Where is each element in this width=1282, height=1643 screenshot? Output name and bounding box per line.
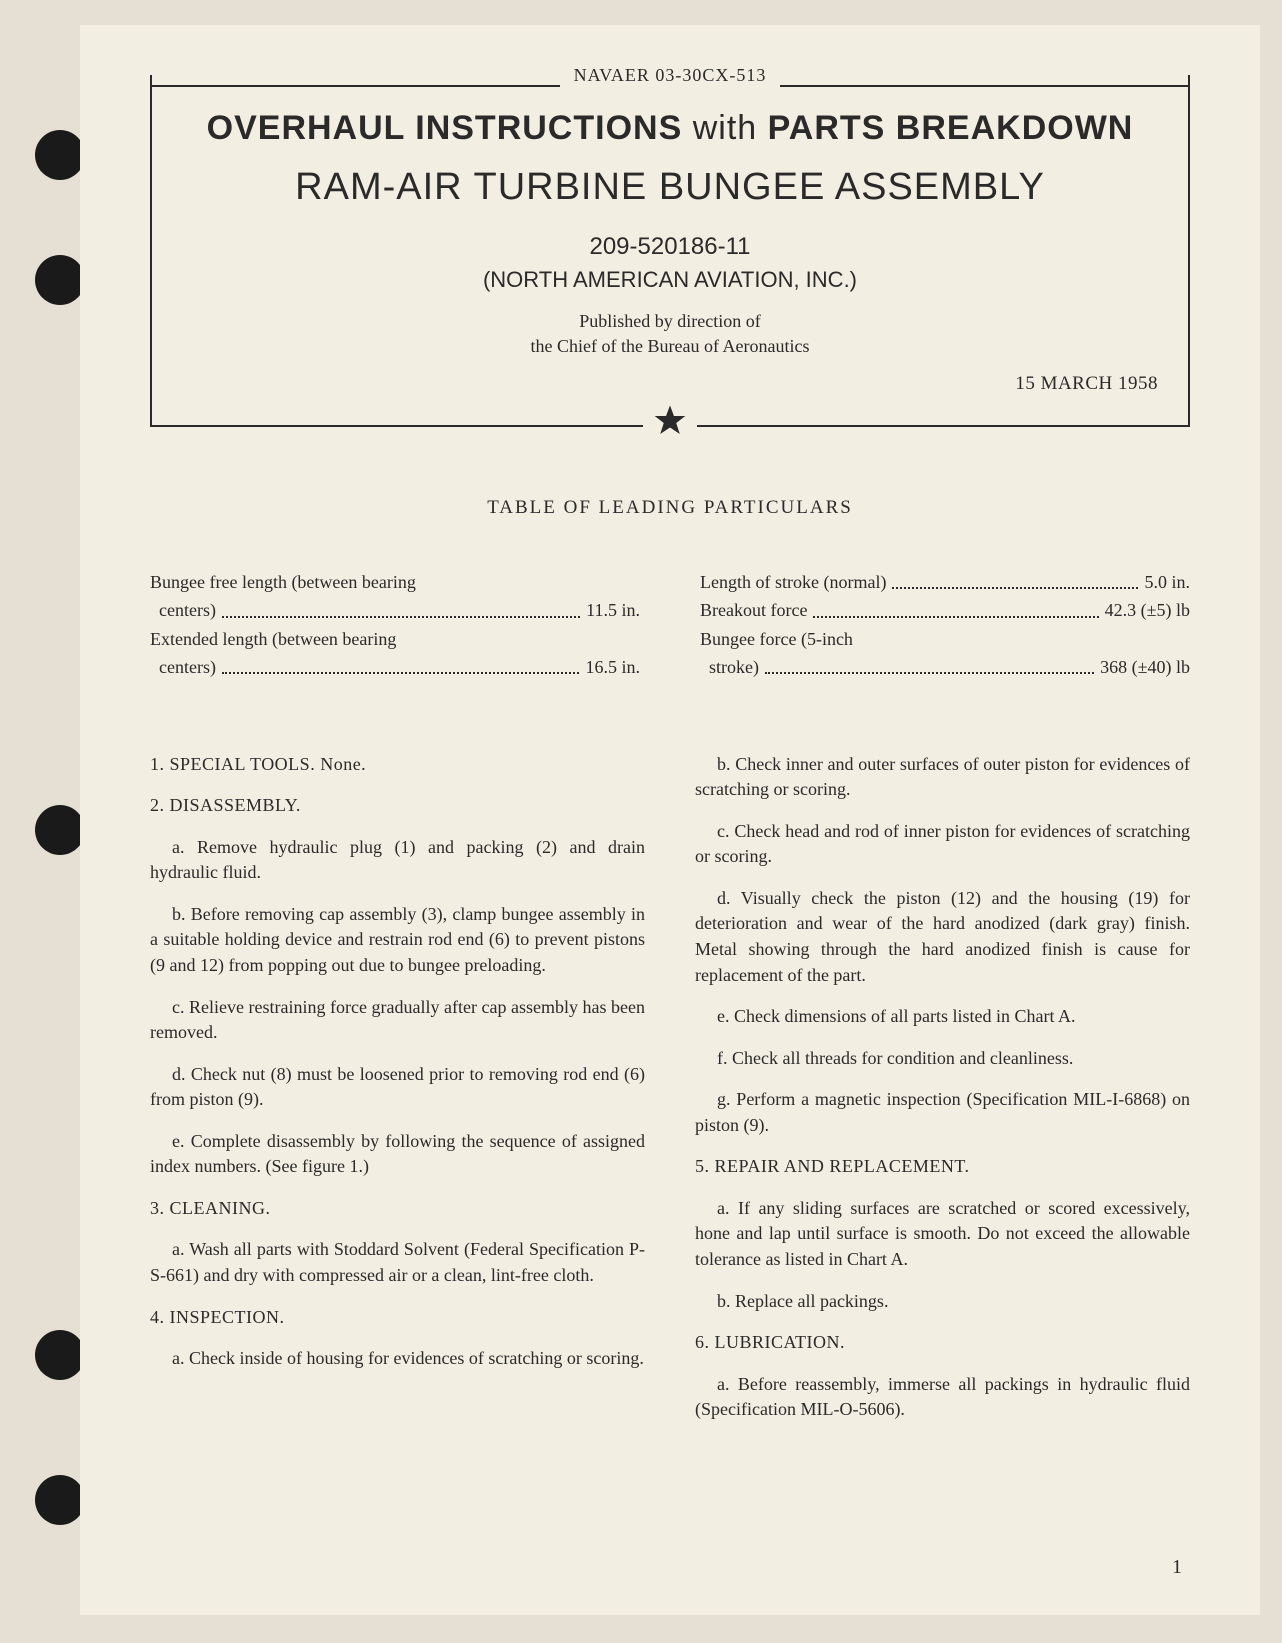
punch-hole — [35, 1330, 85, 1380]
published-by: Published by direction of the Chief of t… — [182, 309, 1158, 359]
particulars-label: stroke) — [700, 654, 759, 680]
punch-hole — [35, 255, 85, 305]
title-main-pre: OVERHAUL INSTRUCTIONS — [207, 109, 683, 147]
document-page: NAVAER 03-30CX-513 OVERHAUL INSTRUCTIONS… — [80, 25, 1260, 1615]
body-paragraph: c. Check head and rod of inner piston fo… — [695, 819, 1190, 870]
doc-number: NAVAER 03-30CX-513 — [560, 65, 781, 86]
particulars-leader-dots — [222, 616, 580, 618]
particulars-label: Length of stroke (normal) — [700, 569, 886, 595]
body-paragraph: d. Check nut (8) must be loosened prior … — [150, 1062, 645, 1113]
body-paragraph: f. Check all threads for condition and c… — [695, 1046, 1190, 1072]
body-paragraph: g. Perform a magnetic inspection (Specif… — [695, 1087, 1190, 1138]
particulars-table: Bungee free length (between bearing cent… — [150, 569, 1190, 681]
body-text: 1. SPECIAL TOOLS. None. 2. DISASSEMBLY. a.… — [150, 752, 1190, 1439]
punch-hole — [35, 805, 85, 855]
body-paragraph: a. Remove hydraulic plug (1) and packing… — [150, 835, 645, 886]
particulars-leader-dots — [765, 672, 1094, 674]
particulars-row: Bungee force (5-inch — [700, 626, 1190, 652]
section-heading: 2. DISASSEMBLY. — [150, 793, 645, 819]
table-of-particulars-heading: TABLE OF LEADING PARTICULARS — [150, 497, 1190, 519]
body-paragraph: d. Visually check the piston (12) and th… — [695, 886, 1190, 988]
published-line1: Published by direction of — [579, 311, 760, 331]
particulars-leader-dots — [222, 672, 580, 674]
punch-hole — [35, 130, 85, 180]
particulars-label: Extended length (between bearing — [150, 626, 396, 652]
particulars-label: Bungee free length (between bearing — [150, 569, 416, 595]
particulars-leader-dots — [813, 616, 1098, 618]
particulars-col-left: Bungee free length (between bearing cent… — [150, 569, 640, 681]
particulars-row: stroke) 368 (±40) lb — [700, 654, 1190, 680]
title-main-post: PARTS BREAKDOWN — [768, 109, 1134, 147]
particulars-col-right: Length of stroke (normal)5.0 in.Breakout… — [700, 569, 1190, 681]
particulars-label: centers) — [150, 597, 216, 623]
body-paragraph: c. Relieve restraining force gradually a… — [150, 995, 645, 1046]
particulars-label: centers) — [150, 654, 216, 680]
company-name: (NORTH AMERICAN AVIATION, INC.) — [182, 267, 1158, 293]
body-paragraph: a. Wash all parts with Stoddard Solvent … — [150, 1237, 645, 1288]
punch-hole — [35, 1475, 85, 1525]
body-paragraph: a. If any sliding surfaces are scratched… — [695, 1196, 1190, 1273]
section-heading: 4. INSPECTION. — [150, 1305, 645, 1331]
particulars-label: Breakout force — [700, 597, 807, 623]
section-heading: 6. LUBRICATION. — [695, 1330, 1190, 1356]
body-paragraph: a. Check inside of housing for evidences… — [150, 1346, 645, 1372]
body-paragraph: b. Replace all packings. — [695, 1289, 1190, 1315]
header-top-rule: NAVAER 03-30CX-513 — [152, 75, 1188, 96]
title-main-with: with — [693, 109, 757, 147]
page-number: 1 — [1172, 1556, 1182, 1579]
body-col-right: b. Check inner and outer surfaces of out… — [695, 752, 1190, 1439]
particulars-leader-dots — [892, 587, 1138, 589]
particulars-row: Bungee free length (between bearing — [150, 569, 640, 595]
section-heading: 3. CLEANING. — [150, 1196, 645, 1222]
section-heading: 1. SPECIAL TOOLS. None. — [150, 752, 645, 778]
published-line2: the Chief of the Bureau of Aeronautics — [531, 336, 810, 356]
particulars-value: 368 (±40) lb — [1100, 654, 1190, 680]
particulars-value: 42.3 (±5) lb — [1105, 597, 1190, 623]
section-heading: 5. REPAIR AND REPLACEMENT. — [695, 1154, 1190, 1180]
title-main: OVERHAUL INSTRUCTIONS with PARTS BREAKDO… — [182, 109, 1158, 148]
star-icon — [643, 404, 697, 443]
body-paragraph: e. Complete disassembly by following the… — [150, 1129, 645, 1180]
publication-date: 15 MARCH 1958 — [182, 373, 1158, 395]
body-paragraph: b. Check inner and outer surfaces of out… — [695, 752, 1190, 803]
particulars-row: Extended length (between bearing — [150, 626, 640, 652]
body-paragraph: a. Before reassembly, immerse all packin… — [695, 1372, 1190, 1423]
particulars-label: Bungee force (5-inch — [700, 626, 853, 652]
particulars-value: 16.5 in. — [585, 654, 640, 680]
particulars-row: Length of stroke (normal) 5.0 in. — [700, 569, 1190, 595]
body-paragraph: e. Check dimensions of all parts listed … — [695, 1004, 1190, 1030]
body-col-left: 1. SPECIAL TOOLS. None. 2. DISASSEMBLY. a.… — [150, 752, 645, 1439]
particulars-value: 11.5 in. — [586, 597, 640, 623]
particulars-row: Breakout force 42.3 (±5) lb — [700, 597, 1190, 623]
part-number: 209-520186-11 — [182, 233, 1158, 261]
particulars-row: centers) 11.5 in. — [150, 597, 640, 623]
header-box: NAVAER 03-30CX-513 OVERHAUL INSTRUCTIONS… — [150, 75, 1190, 427]
particulars-row: centers) 16.5 in. — [150, 654, 640, 680]
particulars-value: 5.0 in. — [1144, 569, 1190, 595]
body-paragraph: b. Before removing cap assembly (3), cla… — [150, 902, 645, 979]
title-sub: RAM-AIR TURBINE BUNGEE ASSEMBLY — [182, 166, 1158, 209]
